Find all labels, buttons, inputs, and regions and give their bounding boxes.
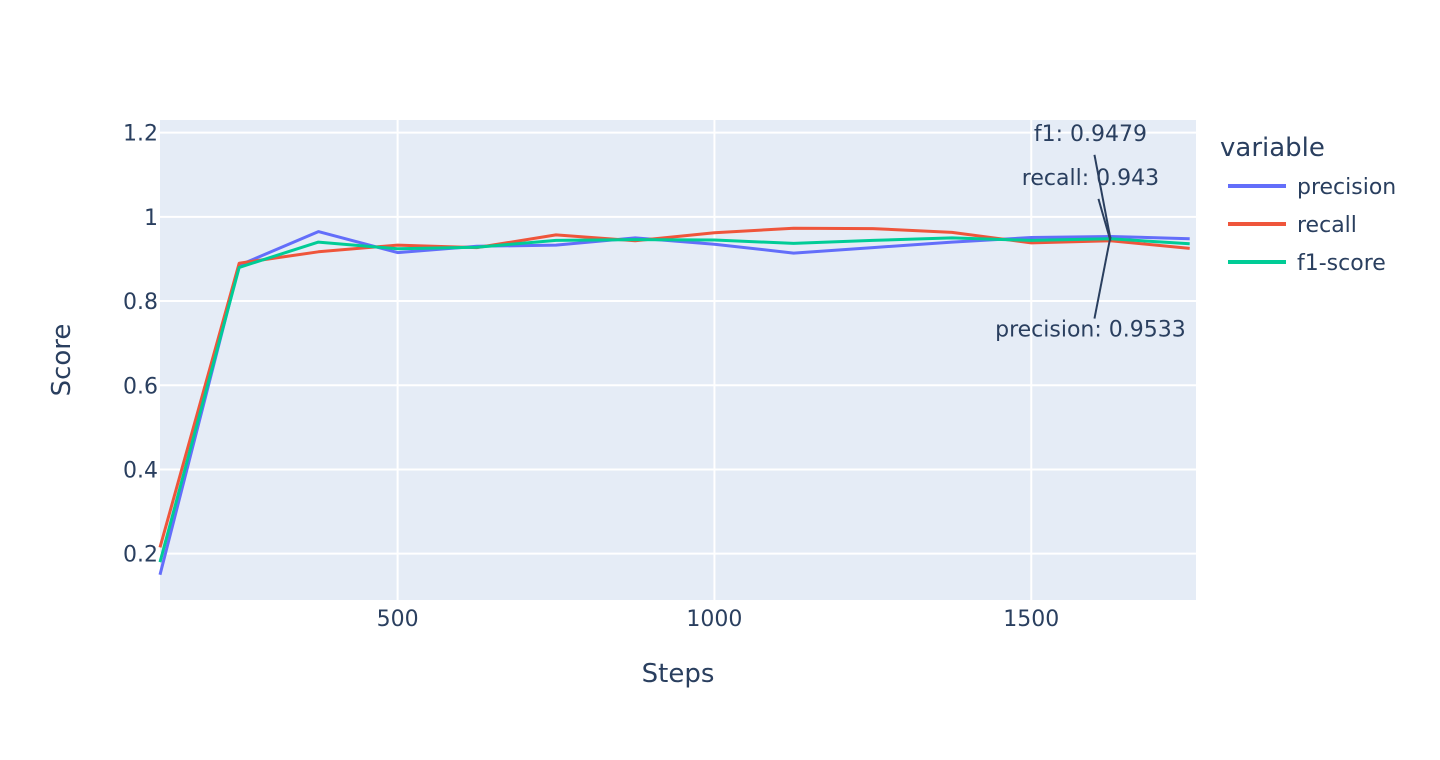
- annotation-label: f1: 0.9479: [1034, 122, 1147, 147]
- legend-item-precision[interactable]: precision: [1228, 175, 1396, 200]
- legend-item-recall[interactable]: recall: [1228, 213, 1357, 238]
- series-line-f1-score[interactable]: [158, 236, 1190, 563]
- annotation-arrow: [1097, 198, 1112, 242]
- x-tick-label: 1000: [686, 607, 742, 632]
- legend-title: variable: [1220, 133, 1325, 163]
- y-tick-label: 0.2: [123, 543, 158, 568]
- annotations: f1: 0.9479 recall: 0.943 precision: 0.9533: [995, 122, 1186, 343]
- y-tick-label: 0.4: [123, 458, 158, 483]
- y-axis-title: Score: [47, 324, 77, 397]
- legend-label: f1-score: [1297, 251, 1386, 276]
- annotation-arrow: [1093, 236, 1112, 319]
- legend-label: precision: [1297, 175, 1396, 200]
- x-axis-title: Steps: [642, 659, 715, 689]
- y-tick-label: 0.8: [123, 290, 158, 315]
- annotation-arrow: [1093, 154, 1112, 239]
- annotation-label: precision: 0.9533: [995, 318, 1186, 343]
- plot-area: [160, 120, 1196, 600]
- y-tick-label: 1.2: [123, 122, 158, 147]
- x-tick-labels: 500 1000 1500: [377, 607, 1060, 632]
- x-tick-label: 1500: [1003, 607, 1059, 632]
- y-tick-labels: 0.2 0.4 0.6 0.8 1 1.2: [123, 122, 158, 568]
- legend-item-f1-score[interactable]: f1-score: [1228, 251, 1386, 276]
- legend-label: recall: [1297, 213, 1357, 238]
- y-tick-label: 0.6: [123, 374, 158, 399]
- series-lines: [158, 226, 1190, 576]
- annotation-label: recall: 0.943: [1022, 166, 1159, 191]
- y-tick-label: 1: [144, 206, 158, 231]
- x-tick-label: 500: [377, 607, 419, 632]
- legend[interactable]: variable precision recall f1-score: [1220, 133, 1396, 276]
- x-gridlines: [396, 120, 1033, 600]
- y-gridlines: [160, 131, 1196, 555]
